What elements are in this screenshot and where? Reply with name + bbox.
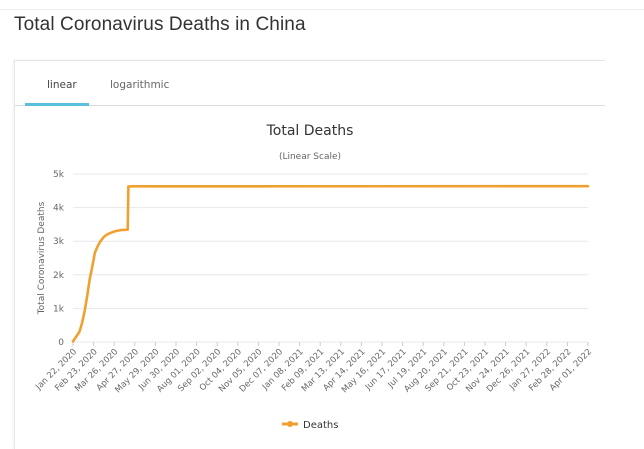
chart-card: linear logarithmic bbox=[14, 60, 605, 449]
y-tick-label: 1k bbox=[53, 304, 65, 314]
page-title: Total Coronavirus Deaths in China bbox=[14, 14, 306, 35]
tab-logarithmic[interactable]: logarithmic bbox=[110, 79, 170, 91]
y-tick-label: 3k bbox=[53, 237, 65, 247]
y-axis-label: Total Coronavirus Deaths bbox=[37, 201, 47, 315]
legend-dot-deaths bbox=[287, 421, 293, 427]
y-tick-label: 5k bbox=[53, 170, 65, 180]
y-tick-label: 2k bbox=[53, 271, 65, 281]
tab-linear[interactable]: linear bbox=[47, 79, 77, 91]
active-tab-indicator bbox=[25, 103, 89, 106]
chart-subtitle: (Linear Scale) bbox=[279, 152, 341, 162]
series-line-deaths[interactable] bbox=[71, 184, 590, 343]
legend-label-deaths[interactable]: Deaths bbox=[303, 420, 338, 431]
top-divider bbox=[0, 9, 644, 10]
y-tick-label: 4k bbox=[53, 204, 65, 214]
chart-title: Total Deaths bbox=[266, 123, 354, 139]
y-tick-label: 0 bbox=[58, 338, 64, 348]
scale-tabs: linear logarithmic bbox=[15, 61, 605, 106]
